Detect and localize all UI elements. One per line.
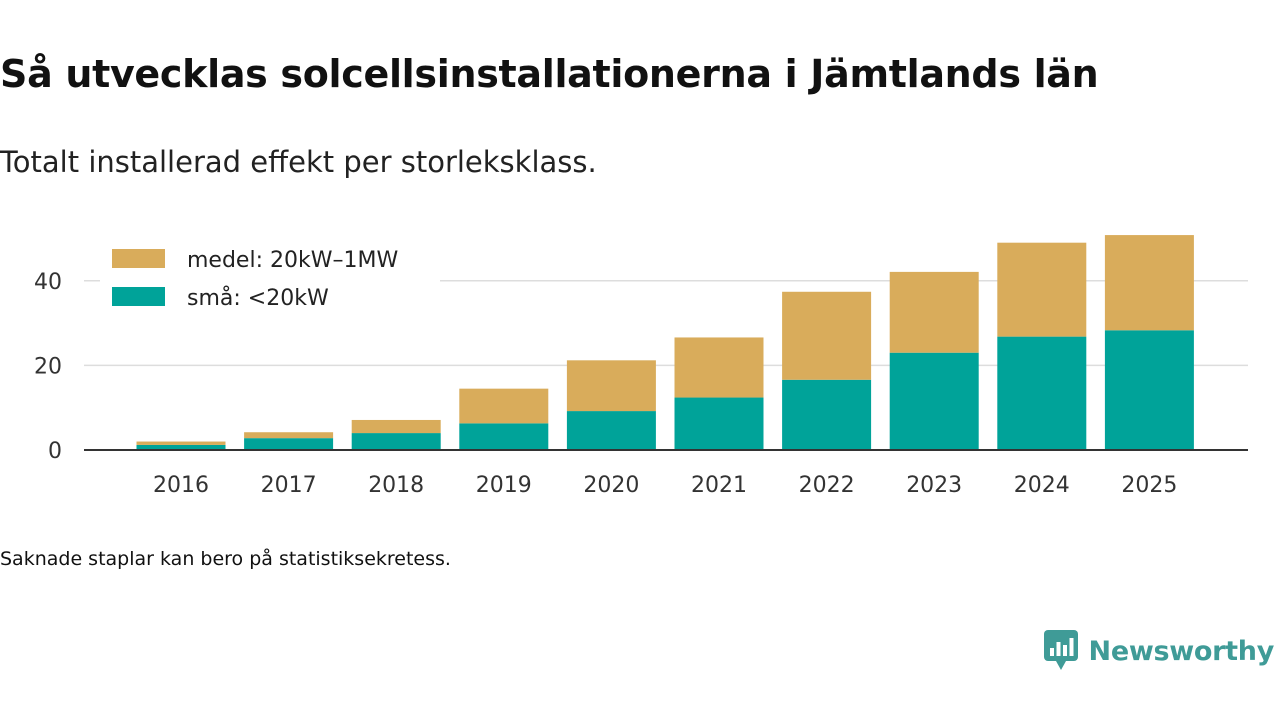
y-tick-label: 40	[34, 270, 62, 295]
bar-2024-series-0[interactable]	[997, 336, 1087, 450]
bar-2021-series-1[interactable]	[674, 337, 764, 398]
bar-2016-series-0[interactable]	[136, 444, 226, 450]
bar-2025-series-0[interactable]	[1104, 330, 1194, 450]
legend: medel: 20kW–1MW små: <20kW	[100, 236, 440, 326]
bar-2019-series-1[interactable]	[459, 388, 549, 424]
x-tick-label: 2021	[691, 473, 747, 498]
y-tick-label: 20	[34, 354, 62, 379]
x-tick-label: 2024	[1014, 473, 1070, 498]
newsworthy-logo-icon	[1043, 630, 1078, 670]
x-tick-label: 2020	[583, 473, 639, 498]
newsworthy-logo[interactable]: Newsworthy	[1043, 628, 1274, 674]
bar-2025-series-1[interactable]	[1104, 235, 1194, 331]
bar-2016-series-1[interactable]	[136, 441, 226, 445]
axes: 0 20 40 2016 2017 2018 2019 2020 2021 2022 2023 202…	[34, 270, 1248, 498]
x-tick-label: 2023	[906, 473, 962, 498]
bars	[136, 235, 1194, 450]
bar-2022-series-0[interactable]	[782, 379, 872, 450]
y-tick-label: 0	[48, 439, 62, 464]
bar-2023-series-1[interactable]	[889, 271, 979, 353]
x-tick-label: 2018	[368, 473, 424, 498]
x-tick-label: 2016	[153, 473, 209, 498]
x-tick-label: 2019	[476, 473, 532, 498]
chart-title: Så utvecklas solcellsinstallationerna i …	[0, 52, 1099, 96]
x-tick-label: 2025	[1121, 473, 1177, 498]
bar-2017-series-0[interactable]	[244, 438, 334, 450]
legend-label: medel: 20kW–1MW	[187, 248, 398, 273]
legend-swatch	[112, 249, 165, 268]
chart-subtitle: Totalt installerad effekt per storlekskl…	[0, 145, 597, 179]
bar-2024-series-1[interactable]	[997, 242, 1087, 337]
bar-2018-series-1[interactable]	[351, 419, 441, 434]
bar-2019-series-0[interactable]	[459, 423, 549, 450]
bar-2020-series-1[interactable]	[566, 360, 656, 412]
bar-2020-series-0[interactable]	[566, 411, 656, 450]
bar-2017-series-1[interactable]	[244, 432, 334, 439]
x-tick-label: 2022	[799, 473, 855, 498]
bar-2018-series-0[interactable]	[351, 433, 441, 450]
x-tick-label: 2017	[261, 473, 317, 498]
legend-label: små: <20kW	[187, 285, 329, 311]
bar-2021-series-0[interactable]	[674, 397, 764, 450]
footnote: Saknade staplar kan bero på statistiksek…	[0, 548, 451, 570]
bar-2023-series-0[interactable]	[889, 352, 979, 450]
brand-name: Newsworthy	[1088, 635, 1275, 667]
legend-swatch	[112, 287, 165, 306]
bar-2022-series-1[interactable]	[782, 291, 872, 380]
